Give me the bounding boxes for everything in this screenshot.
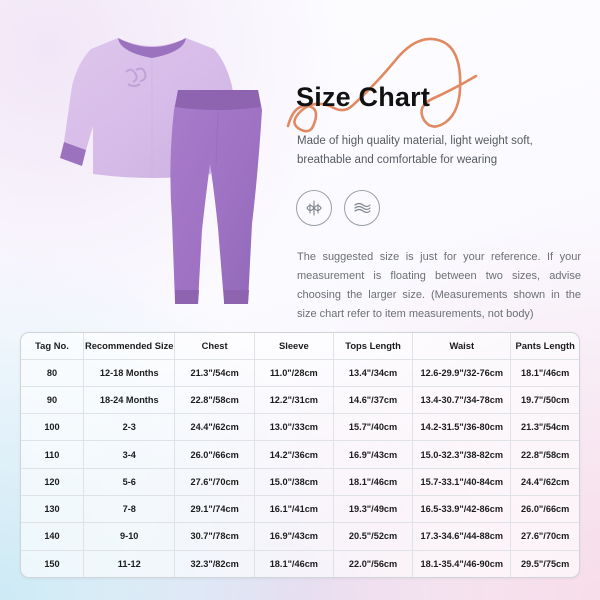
measurement-cell: 26.0"/66cm <box>174 440 255 469</box>
breathable-waves-icon <box>344 190 380 226</box>
table-row: 130 7-8 29.1"/74cm 16.1"/41cm 19.3"/49cm 16.5… <box>21 495 579 524</box>
measurement-cell: 29.5"/75cm <box>521 558 570 569</box>
measurement-cell: 16.5-33.9"/42-86cm <box>412 495 512 524</box>
tag-no-cell: 120 <box>21 468 84 496</box>
measurement-cell: 3-4 <box>83 440 176 469</box>
decorative-swoosh <box>286 37 478 133</box>
measurement-cell: 18.1"/46cm <box>333 468 414 496</box>
measurement-cell: 15.0"/38cm <box>254 468 334 496</box>
measurement-cell: 16.9"/43cm <box>254 522 334 551</box>
feature-icon-group <box>296 190 380 226</box>
table-header: Tag No. Recommended Size Chest Sleeve Tops L… <box>21 333 579 360</box>
measurement-cell: 20.5"/52cm <box>333 522 414 551</box>
measurement-cell: 21.3"/54cm <box>510 413 579 442</box>
measurement-cell: 14.6"/37cm <box>333 386 414 415</box>
tag-no-cell: 100 <box>21 413 84 442</box>
product-image <box>18 14 286 314</box>
table-row: 110 3-4 26.0"/66cm 14.2"/36cm 16.9"/43cm 15.0… <box>21 440 579 469</box>
sizing-note: The suggested size is just for your refe… <box>297 251 581 320</box>
measurement-cell: 11-12 <box>83 550 176 578</box>
column-header: Tops Length <box>333 333 414 360</box>
measurement-cell: 18.1"/46cm <box>254 550 334 578</box>
size-chart-table: Tag No. Recommended Size Chest Sleeve Tops L… <box>20 332 580 579</box>
product-subtitle: Made of high quality material, light wei… <box>297 135 533 166</box>
measurement-cell: 15.7"/40cm <box>333 413 414 442</box>
table-row: 100 2-3 24.4"/62cm 13.0"/33cm 15.7"/40cm 14.2… <box>21 413 579 442</box>
tag-no-cell: 90 <box>21 386 84 415</box>
measurement-cell: 13.0"/33cm <box>254 413 334 442</box>
measurement-cell: 17.3-34.6"/44-88cm <box>412 522 512 551</box>
measurement-cell: 29.1"/74cm <box>174 495 255 524</box>
hero-section: Size Chart Made of high quality material… <box>286 14 584 320</box>
chest-logo <box>125 67 147 87</box>
page-title: Size Chart <box>296 82 431 112</box>
measurement-cell: 32.3"/82cm <box>174 550 255 578</box>
column-header: Sleeve <box>254 333 334 360</box>
tag-no-cell: 130 <box>21 495 84 524</box>
measurement-cell: 5-6 <box>83 468 176 496</box>
cotton-fabric-icon <box>296 190 332 226</box>
measurement-cell: 14.2"/36cm <box>254 440 334 469</box>
tag-no-cell: 110 <box>21 440 84 469</box>
measurement-cell: 12-18 Months <box>83 359 176 387</box>
measurement-cell: 16.9"/43cm <box>333 440 414 469</box>
measurement-cell: 19.7"/50cm <box>510 386 579 415</box>
measurement-cell: 27.6"/70cm <box>510 522 579 551</box>
measurement-cell: 18.1"/46cm <box>510 359 579 387</box>
size-table: Tag No. Recommended Size Chest Sleeve Tops L… <box>21 333 579 578</box>
measurement-cell: 19.3"/49cm <box>333 495 414 524</box>
column-header: Recommended Size <box>83 333 176 360</box>
measurement-cell: 12.6-29.9"/32-76cm <box>412 359 512 387</box>
table-row: 150 11-12 32.3"/82cm 18.1"/46cm 22.0"/56cm 18… <box>21 550 579 578</box>
measurement-cell: 18.1-35.4"/46-90cm <box>412 550 512 578</box>
table-row: 140 9-10 30.7"/78cm 16.9"/43cm 20.5"/52cm 17.… <box>21 522 579 551</box>
measurement-cell: 18-24 Months <box>83 386 176 415</box>
measurement-cell: 13.4"/34cm <box>333 359 414 387</box>
measurement-cell: 21.3"/54cm <box>174 359 255 387</box>
cuff-left <box>60 142 86 166</box>
measurement-cell: 14.2-31.5"/36-80cm <box>412 413 512 442</box>
table-row: 120 5-6 27.6"/70cm 15.0"/38cm 18.1"/46cm 15.7… <box>21 468 579 496</box>
column-header: Pants Length <box>510 333 579 360</box>
measurement-cell: 13.4-30.7"/34-78cm <box>412 386 512 415</box>
measurement-cell: 30.7"/78cm <box>174 522 255 551</box>
measurement-cell: 12.2"/31cm <box>254 386 334 415</box>
measurement-cell: 9-10 <box>83 522 176 551</box>
measurement-cell: 22.8"/58cm <box>174 386 255 415</box>
table-row: 80 12-18 Months 21.3"/54cm 11.0"/28cm 13.4"/… <box>21 359 579 387</box>
measurement-cell: 16.1"/41cm <box>254 495 334 524</box>
measurement-cell: 24.4"/62cm <box>174 413 255 442</box>
table-row: 90 18-24 Months 22.8"/58cm 12.2"/31cm 14.6"/… <box>21 386 579 415</box>
measurement-cell: 15.0-32.3"/38-82cm <box>412 440 512 469</box>
measurement-cell: 11.0"/28cm <box>254 359 334 387</box>
tag-no-cell: 140 <box>21 522 84 551</box>
ankle-cuff-left <box>175 290 199 304</box>
table-body: 80 12-18 Months 21.3"/54cm 11.0"/28cm 13.4"/… <box>21 359 579 578</box>
table-header-row: Tag No. Recommended Size Chest Sleeve Tops L… <box>21 333 579 360</box>
tag-no-cell: 150 <box>21 550 84 578</box>
column-header: Chest <box>174 333 255 360</box>
pajama-pants <box>170 90 262 304</box>
ankle-cuff-right <box>224 290 249 304</box>
column-header: Tag No. <box>21 333 84 360</box>
waistband <box>175 90 261 110</box>
measurement-cell: 2-3 <box>83 413 176 442</box>
tag-no-cell: 80 <box>21 359 84 387</box>
measurement-cell: 22.0"/56cm <box>333 550 414 578</box>
measurement-cell: 15.7-33.1"/40-84cm <box>412 468 512 496</box>
collar <box>118 38 186 58</box>
measurement-cell: 26.0"/66cm <box>510 495 579 524</box>
measurement-cell: 7-8 <box>83 495 176 524</box>
pajama-set-illustration <box>60 38 262 304</box>
measurement-cell: 24.4"/62cm <box>510 468 579 496</box>
column-header: Waist <box>412 333 512 360</box>
measurement-cell: 22.8"/58cm <box>510 440 579 469</box>
measurement-cell: 27.6"/70cm <box>174 468 255 496</box>
